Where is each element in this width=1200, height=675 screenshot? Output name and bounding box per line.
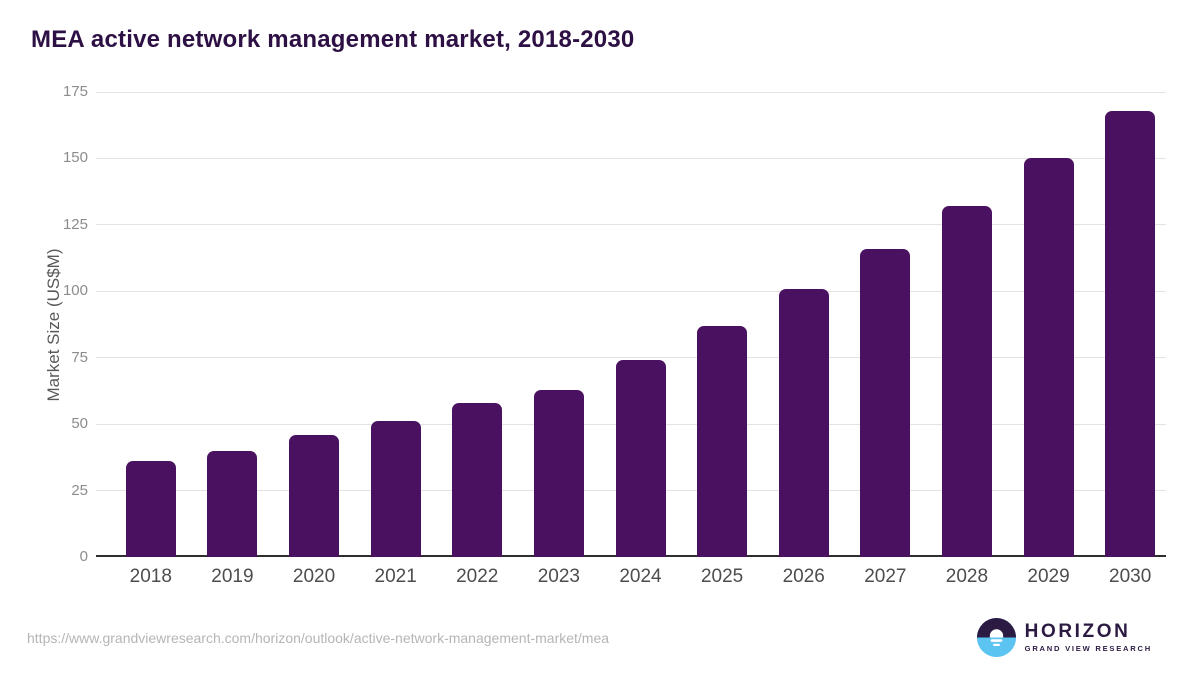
x-tick-label: 2025 <box>700 566 744 587</box>
gridline <box>96 423 1166 425</box>
y-axis-tick-labels: 0 25 50 75 100 125 150 175 <box>36 83 88 565</box>
horizon-logo: HORIZON GRAND VIEW RESEARCH <box>976 618 1152 657</box>
y-tick-label: 125 <box>62 215 88 233</box>
y-tick-label: 75 <box>71 348 88 366</box>
logo-text: HORIZON GRAND VIEW RESEARCH <box>1024 621 1152 654</box>
x-tick-label: 2019 <box>211 566 254 587</box>
y-tick-label: 25 <box>71 481 88 499</box>
gridline <box>96 91 1166 93</box>
source-url: https://www.grandviewresearch.com/horizo… <box>27 630 610 646</box>
x-tick-label: 2026 <box>782 566 825 587</box>
gridline <box>96 290 1166 292</box>
x-tick-label: 2018 <box>129 566 172 587</box>
x-tick-label: 2023 <box>537 566 580 587</box>
y-tick-label: 150 <box>62 149 88 167</box>
y-tick-label: 175 <box>62 83 88 100</box>
logo-subtext: GRAND VIEW RESEARCH <box>1024 644 1152 653</box>
y-tick-label: 50 <box>71 415 88 433</box>
x-tick-label: 2024 <box>619 566 662 587</box>
y-tick-label: 0 <box>79 548 88 565</box>
x-tick-label: 2027 <box>864 566 907 587</box>
x-tick-label: 2021 <box>374 566 417 587</box>
x-tick-label: 2028 <box>945 566 989 587</box>
y-tick-label: 100 <box>62 282 88 300</box>
x-tick-label: 2030 <box>1109 566 1152 587</box>
gridline <box>96 224 1166 226</box>
chart-title: MEA active network management market, 20… <box>31 26 635 53</box>
x-tick-label: 2029 <box>1027 566 1070 587</box>
horizon-sun-over-water-icon <box>976 618 1016 657</box>
plot-area <box>96 91 1166 557</box>
x-tick-label: 2020 <box>292 566 336 587</box>
gridline <box>96 490 1166 492</box>
gridline <box>96 357 1166 359</box>
x-tick-label: 2022 <box>456 566 499 587</box>
gridline <box>96 157 1166 159</box>
x-axis-labels: 2018 2019 2020 2021 2022 2023 2024 2025 2026 2027… <box>0 566 1200 592</box>
logo-wordmark: HORIZON <box>1024 621 1131 642</box>
